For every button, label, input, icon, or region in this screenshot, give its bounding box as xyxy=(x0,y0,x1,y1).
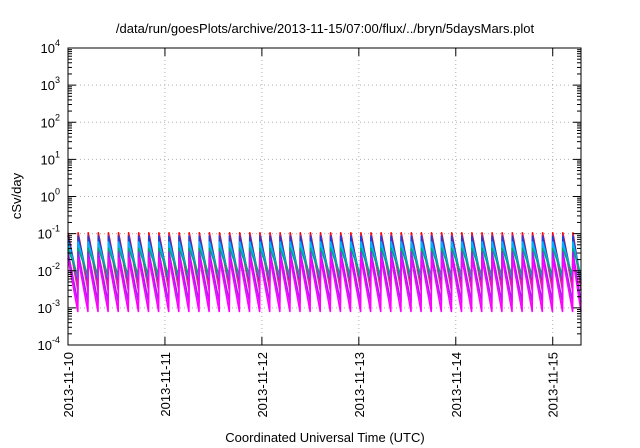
x-tick-label: 2013-11-15 xyxy=(546,352,561,418)
y-axis-label: cSv/day xyxy=(9,172,24,219)
y-tick-label: 101 xyxy=(41,149,60,167)
y-tick-label: 10-4 xyxy=(38,335,60,353)
grid xyxy=(68,48,581,345)
series-line xyxy=(67,251,582,304)
ticks xyxy=(67,47,581,346)
series-line xyxy=(67,247,582,277)
y-tick-label: 103 xyxy=(41,75,60,93)
x-tick-label: 2013-11-10 xyxy=(61,352,76,418)
x-tick-label: 2013-11-13 xyxy=(352,352,367,418)
chart-title: /data/run/goesPlots/archive/2013-11-15/0… xyxy=(116,21,535,36)
series-line xyxy=(67,257,582,313)
x-tick-labels: 2013-11-10 2013-11-11 2013-11-12 2013-11-13… xyxy=(61,352,561,418)
y-tick-label: 100 xyxy=(41,187,60,205)
y-tick-label: 104 xyxy=(41,38,60,56)
x-tick-label: 2013-11-14 xyxy=(449,352,464,418)
y-tick-label: 10-3 xyxy=(38,298,60,316)
x-tick-label: 2013-11-11 xyxy=(158,352,173,417)
series-group xyxy=(67,232,582,313)
x-axis-label: Coordinated Universal Time (UTC) xyxy=(225,430,424,445)
y-tick-labels: 10-4 10-3 10-2 10-1 100 101 102 103 104 xyxy=(38,38,60,353)
y-tick-label: 10-1 xyxy=(38,224,60,242)
x-tick-label: 2013-11-12 xyxy=(255,352,270,418)
y-tick-label: 102 xyxy=(41,112,60,130)
y-tick-label: 10-2 xyxy=(38,261,60,279)
